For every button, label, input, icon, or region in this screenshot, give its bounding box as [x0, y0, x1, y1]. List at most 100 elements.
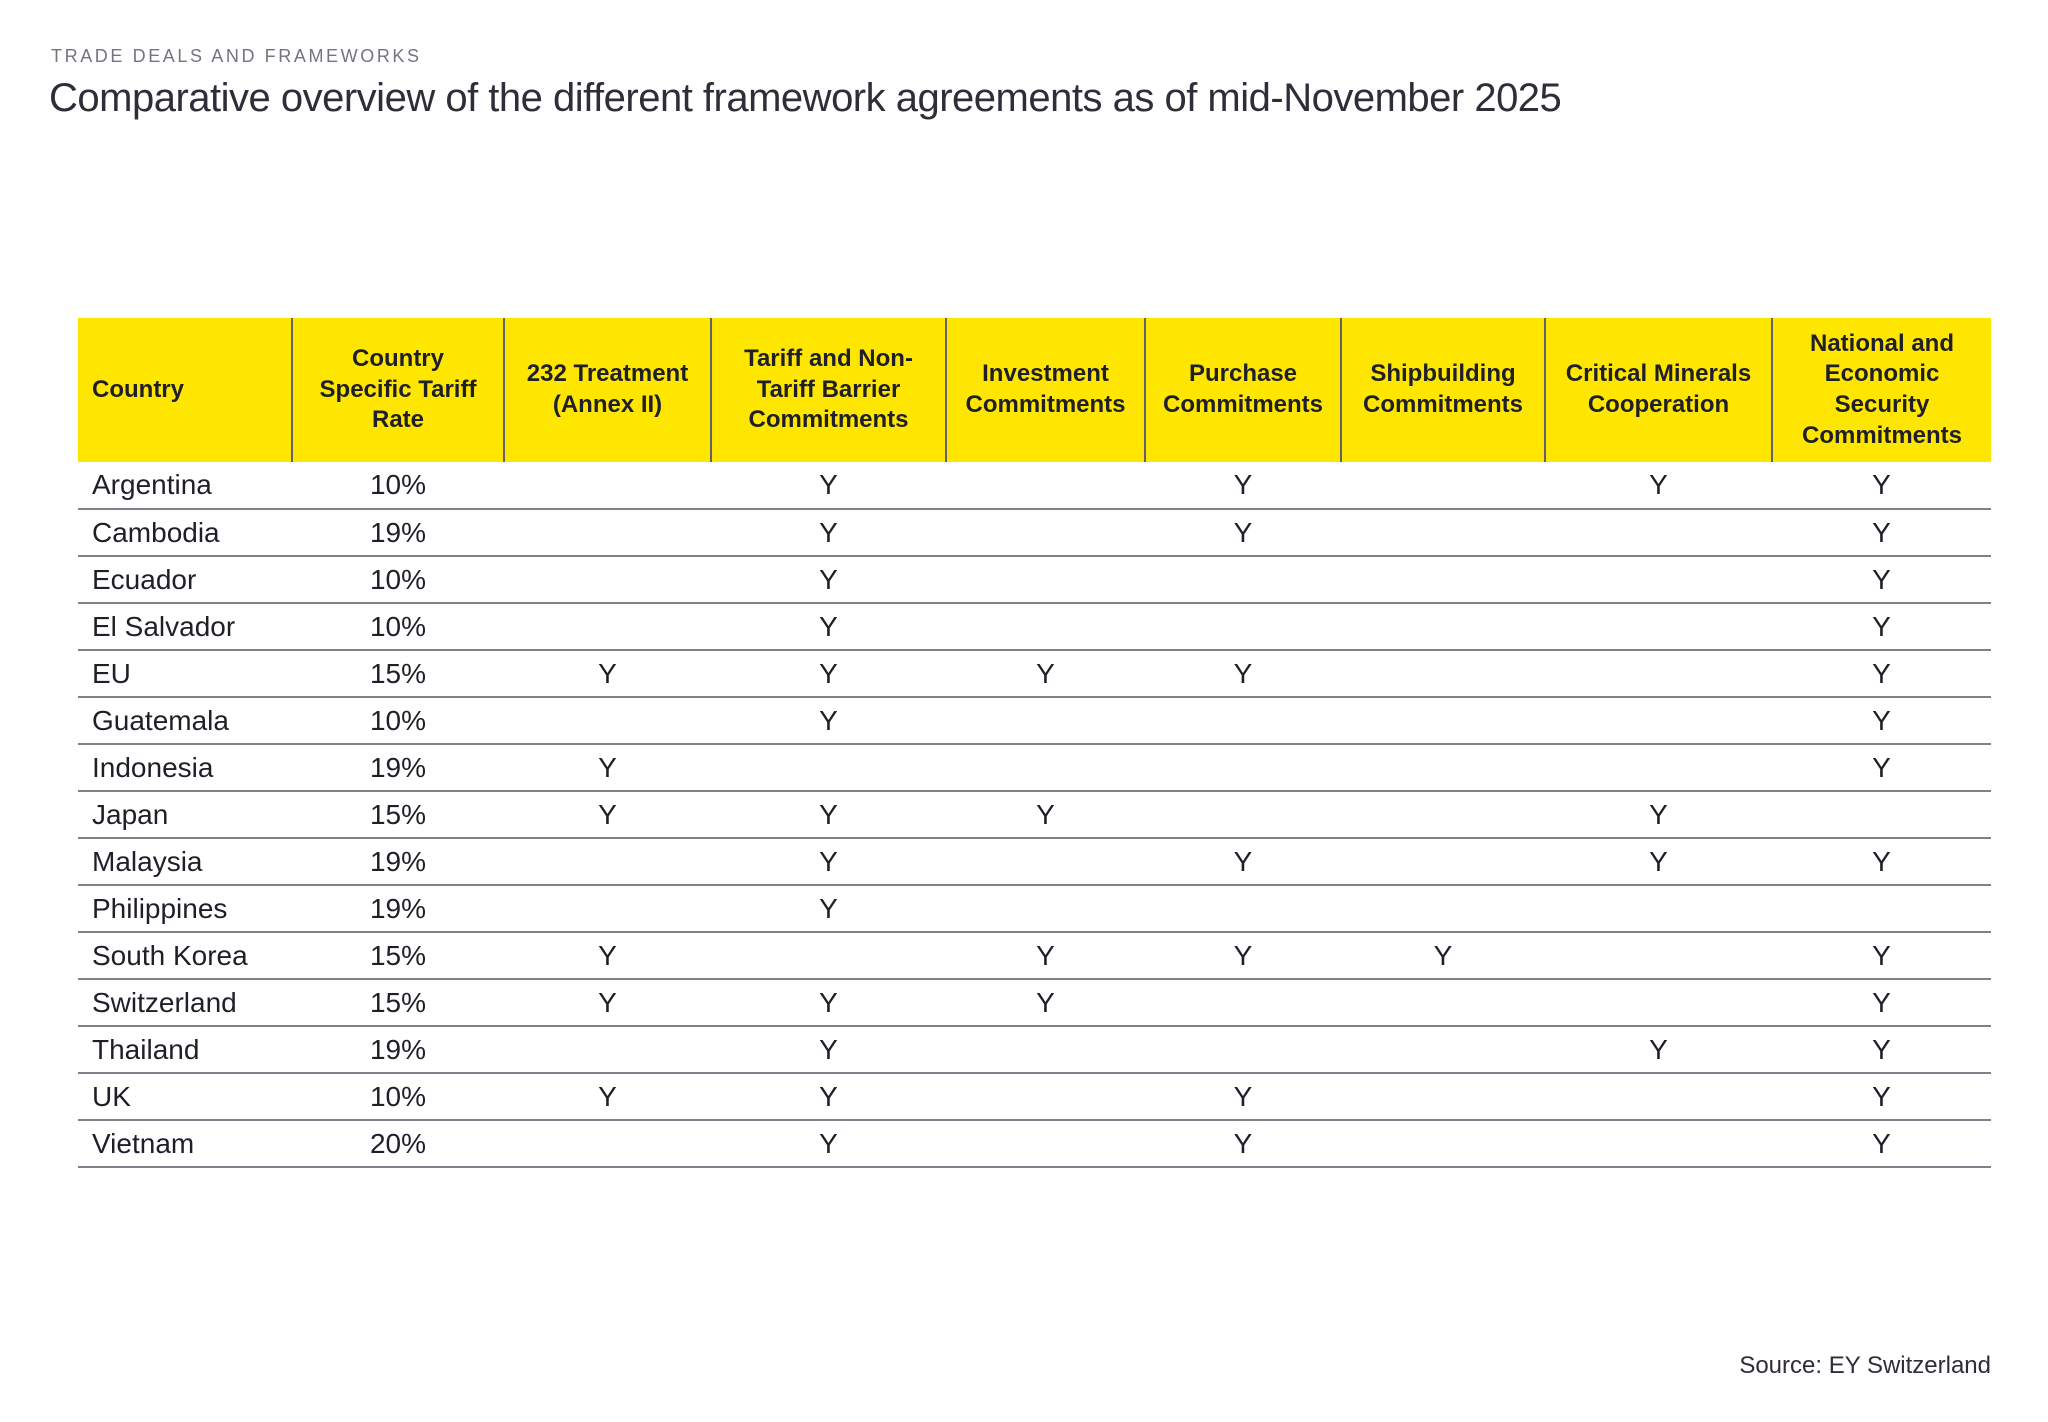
cell-value: 10% [292, 462, 504, 510]
cell-value: 10% [292, 1073, 504, 1121]
table-row: Switzerland 15% Y Y Y Y [78, 979, 1991, 1027]
cell-value [946, 1073, 1145, 1121]
cell-value [1341, 1026, 1545, 1074]
cell-value: Y [1145, 509, 1341, 557]
table-row: Argentina 10% Y Y Y Y [78, 462, 1991, 510]
cell-value: Y [946, 791, 1145, 839]
cell-value: Y [711, 838, 946, 886]
cell-value [711, 932, 946, 980]
cell-country: UK [78, 1073, 292, 1121]
cell-value: 10% [292, 603, 504, 651]
cell-value: Y [1772, 932, 1991, 980]
cell-value [946, 1120, 1145, 1168]
cell-value: Y [711, 697, 946, 745]
table-row: South Korea 15% Y Y Y Y Y [78, 932, 1991, 980]
cell-value [1545, 603, 1772, 651]
column-header-national-and-economic-security-commitments: National and Economic Security Commitmen… [1771, 318, 1991, 462]
cell-value: Y [711, 650, 946, 698]
cell-value [1545, 744, 1772, 792]
cell-value [504, 509, 711, 557]
cell-value: Y [1341, 932, 1545, 980]
cell-value: Y [711, 556, 946, 604]
cell-value: Y [1545, 791, 1772, 839]
cell-value: Y [711, 885, 946, 933]
cell-value [1545, 979, 1772, 1027]
cell-value: 19% [292, 744, 504, 792]
table-row: UK 10% Y Y Y Y [78, 1073, 1991, 1121]
table-row: Guatemala 10% Y Y [78, 697, 1991, 745]
column-header-purchase-commitments: Purchase Commitments [1144, 318, 1341, 462]
cell-value [946, 603, 1145, 651]
cell-value [1341, 885, 1545, 933]
cell-value: Y [1772, 979, 1991, 1027]
cell-value [1145, 697, 1341, 745]
cell-value: 15% [292, 650, 504, 698]
column-header-investment-commitments: Investment Commitments [945, 318, 1145, 462]
cell-value: Y [946, 650, 1145, 698]
cell-value [1545, 1073, 1772, 1121]
cell-value: Y [711, 791, 946, 839]
cell-value: Y [1772, 509, 1991, 557]
cell-value [1341, 979, 1545, 1027]
cell-country: Japan [78, 791, 292, 839]
cell-value [1341, 509, 1545, 557]
cell-value: Y [1772, 744, 1991, 792]
cell-country: Vietnam [78, 1120, 292, 1168]
table-row: EU 15% Y Y Y Y Y [78, 650, 1991, 698]
cell-value: 20% [292, 1120, 504, 1168]
table-row: Thailand 19% Y Y Y [78, 1026, 1991, 1074]
cell-value: Y [1772, 650, 1991, 698]
cell-value: Y [1772, 838, 1991, 886]
cell-value: Y [946, 979, 1145, 1027]
cell-value [946, 838, 1145, 886]
cell-value: Y [1145, 462, 1341, 510]
cell-value [1341, 650, 1545, 698]
cell-value [1772, 885, 1991, 933]
cell-value [946, 1026, 1145, 1074]
cell-value: Y [504, 650, 711, 698]
table-row: Malaysia 19% Y Y Y Y [78, 838, 1991, 886]
cell-value: 15% [292, 979, 504, 1027]
cell-value: Y [946, 932, 1145, 980]
cell-value [1545, 556, 1772, 604]
cell-value [1545, 932, 1772, 980]
cell-value: Y [504, 791, 711, 839]
cell-country: Philippines [78, 885, 292, 933]
cell-value [1145, 885, 1341, 933]
cell-value: Y [1545, 1026, 1772, 1074]
cell-value [504, 603, 711, 651]
cell-value [1545, 697, 1772, 745]
cell-value: Y [1772, 462, 1991, 510]
cell-value: Y [711, 1073, 946, 1121]
cell-value: Y [1772, 556, 1991, 604]
column-header-shipbuilding-commitments: Shipbuilding Commitments [1340, 318, 1545, 462]
cell-value [504, 556, 711, 604]
cell-value [504, 697, 711, 745]
cell-value: Y [504, 979, 711, 1027]
cell-value [1145, 603, 1341, 651]
cell-value: Y [1145, 838, 1341, 886]
cell-value: 10% [292, 697, 504, 745]
cell-value: Y [1772, 1073, 1991, 1121]
cell-value: Y [504, 744, 711, 792]
cell-value: Y [711, 979, 946, 1027]
cell-country: Guatemala [78, 697, 292, 745]
cell-value [1545, 650, 1772, 698]
table-body: Argentina 10% Y Y Y Y Cambodia 19% Y Y Y Ecuador 10%… [78, 462, 1991, 1168]
cell-value [504, 885, 711, 933]
cell-value [1145, 556, 1341, 604]
cell-value [1545, 1120, 1772, 1168]
cell-value [1341, 791, 1545, 839]
column-header-country: Country [78, 318, 292, 462]
page-title: Comparative overview of the different fr… [49, 76, 1562, 120]
cell-value: 19% [292, 885, 504, 933]
cell-country: Argentina [78, 462, 292, 510]
cell-value [1341, 1073, 1545, 1121]
cell-value: Y [504, 932, 711, 980]
cell-value: 15% [292, 791, 504, 839]
cell-value [1145, 791, 1341, 839]
cell-country: Ecuador [78, 556, 292, 604]
cell-value [504, 838, 711, 886]
cell-value: Y [1145, 1073, 1341, 1121]
cell-value: Y [711, 603, 946, 651]
